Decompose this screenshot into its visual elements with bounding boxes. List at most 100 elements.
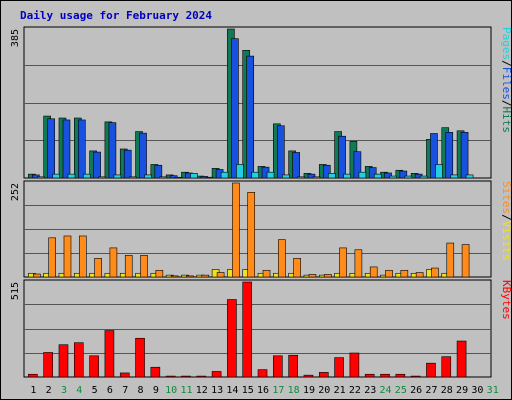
bar-kbytes-day-15 <box>242 281 253 378</box>
bar-kbytes-day-9 <box>150 366 161 378</box>
x-tick-label: 10 <box>165 385 177 396</box>
x-tick-label: 31 <box>487 385 499 396</box>
bar-pages-day-22 <box>358 171 367 179</box>
bar-pages-day-11 <box>190 173 198 179</box>
legend: Sites/Visits <box>500 181 512 261</box>
bar-files-day-1 <box>32 174 40 179</box>
x-tick-label: 21 <box>334 385 346 396</box>
bar-sites-day-17 <box>278 239 286 278</box>
bar-files-day-14 <box>231 38 239 179</box>
legend-separator: / <box>500 100 512 107</box>
y-max-label: 385 <box>10 29 21 47</box>
bar-kbytes-day-26 <box>410 375 421 378</box>
bar-kbytes-day-24 <box>380 373 390 378</box>
x-tick-label: 7 <box>122 385 128 396</box>
bar-files-day-19 <box>307 173 316 179</box>
bar-files-day-6 <box>108 122 117 179</box>
bar-kbytes-day-13 <box>211 371 222 378</box>
legend-files: Files <box>500 67 512 100</box>
bar-pages-day-7 <box>128 176 137 179</box>
bar-pages-day-3 <box>67 173 76 179</box>
bar-pages-day-1 <box>37 176 45 179</box>
panel-kbytes: 515 KBytes <box>10 279 512 378</box>
bar-files-day-7 <box>123 149 132 179</box>
bar-sites-day-23 <box>369 266 378 278</box>
bar-sites-day-14 <box>232 182 240 278</box>
bar-pages-day-12 <box>205 176 214 179</box>
bar-pages-day-24 <box>389 175 397 179</box>
legend-visits: Visits <box>500 221 512 261</box>
bar-sites-day-12 <box>201 274 210 278</box>
legend-sites: Sites <box>500 181 512 214</box>
bar-sites-day-4 <box>78 235 87 278</box>
bar-kbytes-day-29 <box>456 340 467 378</box>
bar-sites-day-1 <box>33 273 41 278</box>
bar-kbytes-day-28 <box>441 356 452 378</box>
x-tick-label: 12 <box>196 385 208 396</box>
x-tick-label: 6 <box>107 385 113 396</box>
bar-sites-day-8 <box>140 255 148 278</box>
bar-pages-day-13 <box>220 171 229 179</box>
bar-sites-day-10 <box>170 275 179 278</box>
bar-kbytes-day-12 <box>196 375 207 378</box>
bar-kbytes-day-6 <box>104 330 115 378</box>
bar-sites-day-27 <box>431 267 439 278</box>
bar-pages-day-10 <box>174 176 183 179</box>
bar-kbytes-day-20 <box>318 372 329 378</box>
bar-kbytes-day-21 <box>334 357 344 378</box>
bar-sites-day-19 <box>308 274 317 278</box>
bar-kbytes-day-10 <box>165 375 176 378</box>
bar-files-day-27 <box>430 133 438 179</box>
x-tick-label: 30 <box>471 385 483 396</box>
bar-kbytes-day-19 <box>303 374 314 378</box>
x-tick-label: 11 <box>180 385 192 396</box>
panel-hits-files-pages: 385 Pages/Files/Hits <box>10 26 512 179</box>
bar-pages-day-15 <box>251 171 260 179</box>
legend-separator: / <box>500 214 512 221</box>
bar-sites-day-15 <box>247 192 256 278</box>
x-tick-label: 3 <box>61 385 67 396</box>
bar-pages-day-20 <box>327 173 336 179</box>
bar-sites-day-18 <box>293 258 301 278</box>
bar-pages-day-27 <box>435 164 443 179</box>
bar-pages-day-8 <box>144 174 152 179</box>
bar-sites-day-9 <box>155 269 164 278</box>
bar-files-day-24 <box>384 172 392 179</box>
bar-kbytes-day-2 <box>43 352 53 378</box>
bar-files-day-15 <box>246 55 255 179</box>
bar-pages-day-4 <box>82 173 91 179</box>
bar-files-day-5 <box>93 151 101 179</box>
y-max-label: 515 <box>10 282 21 300</box>
bar-sites-day-13 <box>216 272 225 278</box>
x-tick-label: 8 <box>138 385 144 396</box>
bar-files-day-9 <box>154 164 163 179</box>
x-tick-label: 25 <box>395 385 407 396</box>
x-tick-label: 22 <box>349 385 361 396</box>
bar-kbytes-day-3 <box>58 344 69 378</box>
bar-files-day-2 <box>47 118 55 179</box>
bar-files-day-8 <box>139 132 147 179</box>
x-tick-label: 13 <box>211 385 223 396</box>
x-tick-label: 20 <box>318 385 330 396</box>
bar-pages-day-19 <box>312 176 321 179</box>
bar-files-day-18 <box>292 152 300 179</box>
x-tick-label: 26 <box>410 385 422 396</box>
bar-pages-day-2 <box>52 173 60 179</box>
chart-title: Daily usage for February 2024 <box>20 9 212 22</box>
bar-sites-day-28 <box>446 242 455 278</box>
x-tick-label: 14 <box>226 385 238 396</box>
bar-kbytes-day-7 <box>119 372 130 378</box>
bar-files-day-3 <box>62 119 71 179</box>
bar-sites-day-21 <box>339 247 347 278</box>
x-tick-label: 15 <box>242 385 254 396</box>
bar-pages-day-14 <box>236 164 244 179</box>
bar-sites-day-26 <box>415 272 424 278</box>
bar-files-day-29 <box>460 132 469 179</box>
x-tick-label: 19 <box>303 385 315 396</box>
bar-pages-day-29 <box>465 174 474 179</box>
plot-area <box>23 26 492 179</box>
bar-kbytes-day-22 <box>349 352 360 378</box>
x-tick-label: 28 <box>441 385 453 396</box>
bar-kbytes-day-23 <box>364 373 375 378</box>
